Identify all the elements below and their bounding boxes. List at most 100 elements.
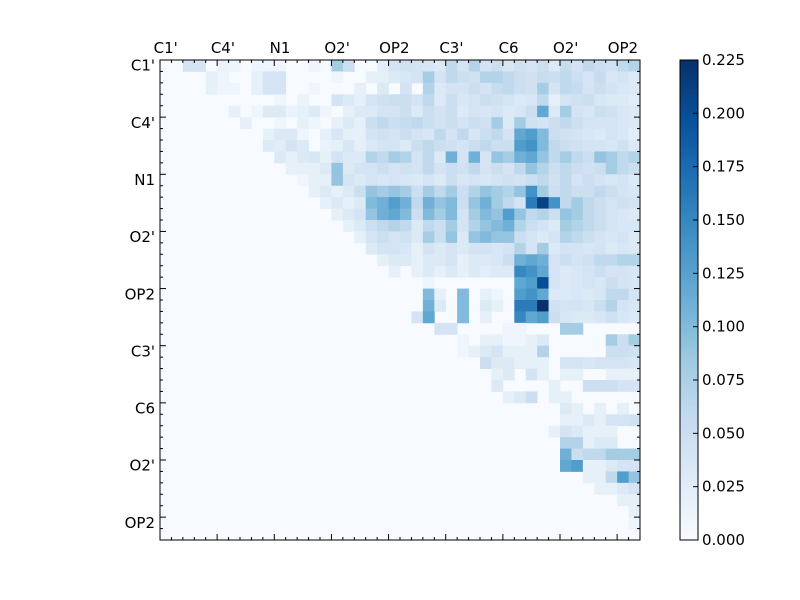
heatmap-cell — [548, 105, 561, 118]
heatmap-cell — [560, 185, 572, 198]
heatmap-cell — [605, 460, 618, 472]
heatmap-cell — [388, 185, 401, 198]
heatmap-cell — [377, 185, 389, 198]
heatmap-cell — [537, 254, 549, 267]
heatmap-cell — [537, 265, 549, 278]
heatmap-cell — [571, 197, 584, 209]
heatmap-cell — [571, 117, 584, 129]
heatmap-cell — [514, 242, 527, 255]
heatmap-cell — [571, 402, 584, 415]
heatmap-cell — [491, 174, 504, 187]
heatmap-cell — [525, 151, 538, 164]
heatmap-cell — [628, 105, 641, 118]
heatmap-cell — [411, 128, 424, 141]
heatmap-cell — [354, 128, 367, 141]
heatmap-cell — [502, 254, 515, 267]
heatmap-cell — [491, 242, 504, 255]
heatmap-cell — [491, 380, 504, 392]
heatmap-cell — [491, 105, 504, 118]
heatmap-cell — [617, 357, 629, 369]
heatmap-cell — [457, 231, 469, 244]
y-tick-label: O2' — [130, 457, 155, 475]
heatmap-cell — [514, 300, 527, 312]
heatmap-cell — [468, 185, 481, 198]
heatmap-cell — [605, 380, 618, 392]
heatmap-cell — [594, 162, 607, 175]
heatmap-cell — [274, 60, 287, 72]
heatmap-cell — [434, 140, 447, 152]
heatmap-cell — [457, 60, 469, 72]
heatmap-cell — [571, 300, 584, 312]
heatmap-cell — [617, 117, 629, 129]
heatmap-cell — [388, 140, 401, 152]
heatmap-cell — [628, 231, 641, 244]
heatmap-cell — [525, 197, 538, 209]
heatmap-cell — [502, 265, 515, 278]
heatmap-cell — [514, 185, 527, 198]
heatmap-cell — [605, 425, 618, 438]
heatmap-cell — [582, 254, 595, 267]
heatmap-cell — [491, 197, 504, 209]
heatmap-cell — [342, 151, 355, 164]
heatmap-cell — [560, 414, 572, 427]
heatmap-cell — [525, 345, 538, 358]
heatmap-cell — [457, 242, 469, 255]
heatmap-cell — [354, 208, 367, 221]
heatmap-cell — [571, 162, 584, 175]
heatmap-cell — [445, 60, 458, 72]
heatmap-cell — [560, 60, 572, 72]
heatmap-cell — [628, 151, 641, 164]
heatmap-cell — [377, 151, 389, 164]
heatmap-cell — [411, 162, 424, 175]
heatmap-cell — [548, 254, 561, 267]
heatmap-cell — [320, 197, 332, 209]
heatmap-cell — [560, 368, 572, 381]
heatmap-cell — [377, 174, 389, 187]
heatmap-cell — [605, 71, 618, 84]
heatmap-cell — [605, 277, 618, 289]
heatmap-cell — [434, 151, 447, 164]
heatmap-cell — [354, 140, 367, 152]
x-tick-label: C4' — [211, 39, 235, 57]
heatmap-cell — [308, 162, 321, 175]
heatmap-cell — [468, 71, 481, 84]
heatmap-cell — [480, 345, 492, 358]
heatmap-cell — [354, 197, 367, 209]
heatmap-cell — [491, 265, 504, 278]
heatmap-cell — [388, 94, 401, 107]
colorbar-tick-label: 0.075 — [702, 371, 745, 389]
heatmap-cell — [422, 197, 435, 209]
heatmap-cell — [434, 231, 447, 244]
heatmap-cell — [365, 105, 378, 118]
heatmap-cell — [617, 60, 629, 72]
heatmap-cell — [422, 140, 435, 152]
heatmap-cell — [354, 82, 367, 95]
colorbar-tick-label: 0.100 — [702, 318, 745, 336]
heatmap-cell — [571, 254, 584, 267]
heatmap-cell — [342, 162, 355, 175]
heatmap-cell — [457, 174, 469, 187]
heatmap-cell — [411, 94, 424, 107]
heatmap-cell — [514, 151, 527, 164]
colorbar-tick-label: 0.050 — [702, 424, 745, 442]
heatmap-cell — [582, 71, 595, 84]
heatmap-cell — [525, 220, 538, 232]
heatmap-cell — [445, 197, 458, 209]
heatmap-cell — [480, 185, 492, 198]
heatmap-cell — [411, 220, 424, 232]
heatmap-cell — [365, 185, 378, 198]
heatmap-cell — [182, 60, 195, 72]
heatmap-cell — [548, 174, 561, 187]
heatmap-cell — [365, 174, 378, 187]
heatmap-cell — [582, 208, 595, 221]
heatmap-cell — [274, 105, 287, 118]
heatmap-cell — [445, 185, 458, 198]
heatmap-cell — [548, 60, 561, 72]
heatmap-cell — [617, 231, 629, 244]
heatmap-cell — [422, 60, 435, 72]
heatmap-cell — [605, 185, 618, 198]
heatmap-cell — [537, 117, 549, 129]
heatmap-cell — [628, 162, 641, 175]
heatmap-cell — [422, 242, 435, 255]
heatmap-cell — [514, 277, 527, 289]
